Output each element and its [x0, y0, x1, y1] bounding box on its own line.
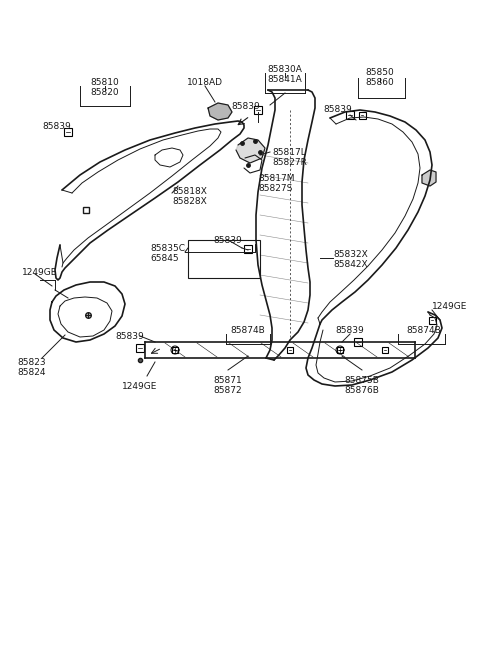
Polygon shape: [236, 138, 265, 163]
Bar: [244, 245, 252, 253]
Polygon shape: [422, 170, 436, 186]
Text: 1249GE: 1249GE: [22, 268, 58, 277]
Bar: [337, 347, 343, 353]
Text: 85818X
85828X: 85818X 85828X: [172, 187, 207, 206]
Text: 85839: 85839: [324, 105, 352, 114]
Text: 85835C
65845: 85835C 65845: [150, 244, 185, 263]
Text: 85839: 85839: [214, 236, 242, 245]
Text: 85839: 85839: [232, 102, 260, 111]
Bar: [254, 106, 262, 114]
Bar: [64, 128, 72, 136]
Bar: [429, 317, 435, 323]
Text: 85839: 85839: [43, 122, 72, 131]
Text: 85830A
85841A: 85830A 85841A: [267, 65, 302, 84]
Text: 85839: 85839: [116, 332, 144, 341]
Bar: [188, 240, 260, 278]
Text: 85832X
85842X: 85832X 85842X: [333, 250, 368, 269]
Text: 85823
85824: 85823 85824: [18, 358, 46, 377]
Text: 85817L
85827R: 85817L 85827R: [272, 148, 307, 168]
Bar: [136, 344, 144, 352]
Text: 1249GE: 1249GE: [432, 302, 468, 311]
Text: 85817M
85827S: 85817M 85827S: [258, 174, 295, 193]
Text: 85810
85820: 85810 85820: [91, 78, 120, 97]
Text: 85874B: 85874B: [230, 326, 265, 335]
Text: 85875B
85876B: 85875B 85876B: [345, 376, 379, 396]
Bar: [287, 347, 293, 353]
Bar: [382, 347, 388, 353]
Text: 1249GE: 1249GE: [122, 382, 158, 391]
Bar: [354, 338, 362, 346]
Bar: [359, 112, 365, 118]
Text: 85850
85860: 85850 85860: [366, 68, 395, 87]
Text: 1018AD: 1018AD: [187, 78, 223, 87]
Bar: [172, 347, 178, 353]
Polygon shape: [208, 103, 232, 120]
Text: 85871
85872: 85871 85872: [214, 376, 242, 396]
Text: 85874B: 85874B: [407, 326, 442, 335]
Text: 85839: 85839: [336, 326, 364, 335]
Bar: [346, 111, 354, 119]
